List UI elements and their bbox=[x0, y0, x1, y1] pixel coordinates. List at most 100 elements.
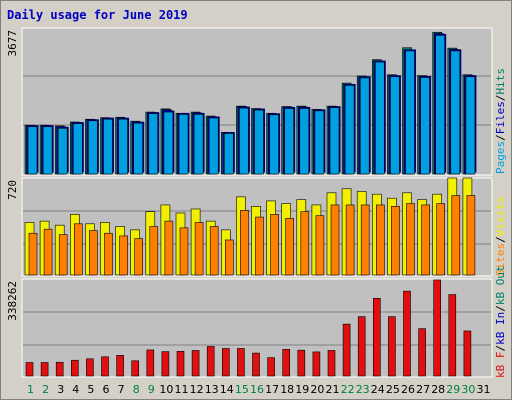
x-tick-label: 30 bbox=[461, 383, 475, 396]
legend-entry: kB In bbox=[494, 312, 507, 345]
bar-sites-day-11 bbox=[179, 227, 189, 276]
bar-sites-day-23 bbox=[360, 204, 370, 276]
x-tick-label: 5 bbox=[87, 383, 94, 396]
bar-kbf-day-12 bbox=[191, 350, 200, 377]
bar-kbf-day-3 bbox=[55, 361, 64, 377]
bar-kbf-day-20 bbox=[312, 351, 321, 377]
bar-kbf-day-7 bbox=[116, 355, 124, 377]
x-tick-label: 23 bbox=[356, 383, 370, 396]
x-tick-label: 1 bbox=[27, 383, 34, 396]
bar-sites-day-12 bbox=[194, 222, 204, 276]
x-tick-label: 9 bbox=[148, 383, 155, 396]
bar-kbf-day-11 bbox=[176, 351, 185, 377]
legend-entry: / bbox=[494, 134, 507, 141]
bar-sites-day-26 bbox=[406, 203, 415, 276]
bar-kbf-day-9 bbox=[146, 349, 155, 377]
bar-sites-day-4 bbox=[74, 223, 83, 276]
x-tick-label: 8 bbox=[133, 383, 140, 396]
legend-entry: / bbox=[494, 95, 507, 102]
legend-entry: Visits bbox=[494, 197, 507, 237]
bar-pages-day-23 bbox=[359, 77, 370, 175]
legend-entry: kB F bbox=[494, 352, 507, 379]
legend-entry: / bbox=[494, 305, 507, 312]
bar-kbf-day-2 bbox=[40, 362, 49, 377]
bars-visits-sites bbox=[24, 177, 476, 276]
bar-sites-day-24 bbox=[375, 204, 385, 276]
bar-sites-day-30 bbox=[466, 195, 476, 276]
bar-sites-day-15 bbox=[240, 210, 249, 276]
bar-pages-day-8 bbox=[133, 122, 143, 175]
bar-sites-day-22 bbox=[345, 204, 355, 276]
bar-sites-day-28 bbox=[436, 203, 446, 276]
bar-sites-day-14 bbox=[225, 239, 234, 276]
bar-sites-day-18 bbox=[285, 218, 295, 276]
bar-pages-day-1 bbox=[27, 126, 38, 175]
bar-pages-day-22 bbox=[344, 85, 355, 175]
x-tick-label: 28 bbox=[431, 383, 445, 396]
legend-kbytes: kB F/kB In/kB Out bbox=[494, 265, 507, 378]
chart-title: Daily usage for June 2019 bbox=[7, 8, 188, 22]
bar-pages-day-4 bbox=[73, 123, 83, 175]
bar-kbf-day-22 bbox=[342, 323, 351, 377]
bar-sites-day-27 bbox=[421, 204, 430, 276]
bar-pages-day-29 bbox=[450, 50, 461, 175]
x-tick-label: 25 bbox=[386, 383, 400, 396]
legend-entry: / bbox=[494, 345, 507, 352]
bar-pages-day-13 bbox=[208, 117, 219, 175]
legend-entry: / bbox=[494, 236, 507, 243]
bar-kbf-day-13 bbox=[206, 346, 215, 377]
bar-kbf-day-24 bbox=[372, 297, 381, 377]
legend-hits-files-pages: Pages/Files/Hits bbox=[494, 68, 507, 174]
legend-entry: Hits bbox=[494, 68, 507, 95]
bar-kbf-day-29 bbox=[448, 294, 457, 377]
x-tick-label: 26 bbox=[401, 383, 415, 396]
legend-entry: Pages bbox=[494, 141, 507, 174]
bars-kbytes bbox=[25, 279, 472, 377]
x-tick-label: 6 bbox=[103, 383, 110, 396]
bar-kbf-day-17 bbox=[267, 357, 275, 377]
bars-hits-files-pages bbox=[24, 31, 477, 175]
x-tick-label: 27 bbox=[416, 383, 430, 396]
x-tick-label: 22 bbox=[341, 383, 355, 396]
x-tick-label: 17 bbox=[265, 383, 279, 396]
x-tick-label: 24 bbox=[371, 383, 385, 396]
bar-pages-day-12 bbox=[193, 114, 204, 175]
bar-kbf-day-19 bbox=[297, 349, 306, 377]
bar-kbf-day-26 bbox=[403, 290, 411, 377]
bar-pages-day-15 bbox=[239, 107, 249, 175]
bar-kbf-day-21 bbox=[327, 350, 336, 377]
bar-kbf-day-25 bbox=[388, 316, 396, 377]
bar-sites-day-20 bbox=[315, 215, 325, 276]
bar-pages-day-27 bbox=[420, 77, 430, 175]
x-tick-label: 29 bbox=[446, 383, 460, 396]
bar-pages-day-3 bbox=[57, 128, 68, 175]
bar-pages-day-17 bbox=[269, 114, 279, 175]
bar-kbf-day-6 bbox=[101, 356, 109, 377]
bar-pages-day-26 bbox=[405, 50, 415, 175]
bar-sites-day-1 bbox=[28, 232, 38, 276]
bar-kbf-day-27 bbox=[418, 328, 426, 377]
bar-pages-day-25 bbox=[390, 76, 400, 175]
ymax-label-hits: 3677 bbox=[6, 30, 19, 57]
x-tick-label: 31 bbox=[477, 383, 491, 396]
bar-sites-day-19 bbox=[300, 211, 310, 276]
bar-sites-day-5 bbox=[89, 230, 98, 276]
ymax-label-visits: 720 bbox=[6, 180, 19, 200]
bar-sites-day-17 bbox=[270, 214, 279, 276]
bar-pages-day-2 bbox=[42, 126, 53, 175]
legend-entry: Files bbox=[494, 101, 507, 134]
bar-kbf-day-1 bbox=[25, 362, 34, 377]
ymax-label-kbytes: 338262 bbox=[6, 281, 19, 321]
bar-pages-day-24 bbox=[374, 61, 385, 175]
legend-entry: kB Out bbox=[494, 265, 507, 305]
bar-kbf-day-10 bbox=[161, 351, 170, 377]
bar-kbf-day-14 bbox=[222, 348, 230, 377]
bar-sites-day-10 bbox=[164, 220, 174, 276]
bar-pages-day-18 bbox=[284, 108, 295, 175]
bar-kbf-day-16 bbox=[252, 352, 260, 377]
x-tick-label: 16 bbox=[250, 383, 264, 396]
bar-kbf-day-28 bbox=[433, 279, 442, 377]
x-tick-label: 4 bbox=[72, 383, 79, 396]
bar-kbf-day-15 bbox=[237, 348, 245, 377]
